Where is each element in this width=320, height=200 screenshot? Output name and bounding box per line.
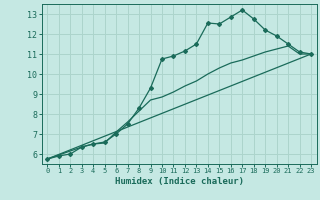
X-axis label: Humidex (Indice chaleur): Humidex (Indice chaleur)	[115, 177, 244, 186]
